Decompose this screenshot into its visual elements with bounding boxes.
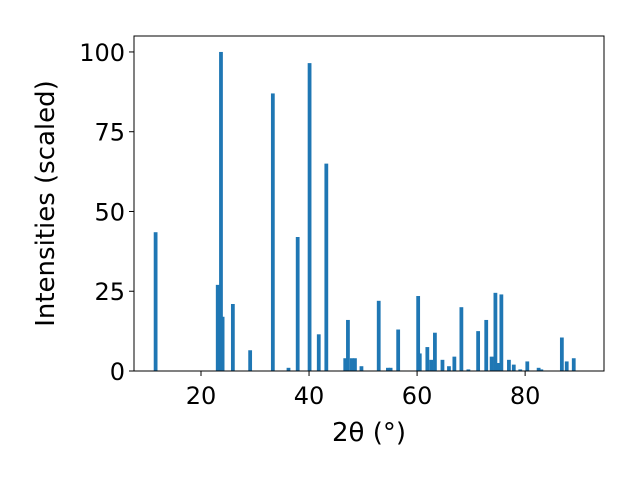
x-axis: 20 40 60 80 <box>186 371 541 410</box>
y-tick-label: 100 <box>79 39 125 67</box>
bar <box>215 284 220 371</box>
bar <box>484 319 489 371</box>
x-tick-label: 20 <box>186 382 217 410</box>
bar <box>230 304 235 371</box>
y-axis-title: Intensities (scaled) <box>31 80 61 327</box>
bar <box>536 367 541 371</box>
bar <box>459 307 464 371</box>
bar <box>452 356 457 371</box>
bar <box>396 329 401 371</box>
x-tick-label: 40 <box>294 382 325 410</box>
bar <box>476 331 481 371</box>
bar <box>496 363 501 371</box>
bar <box>466 369 471 371</box>
bar <box>416 296 421 371</box>
x-axis-title: 2θ (°) <box>332 418 406 448</box>
bar <box>493 292 498 371</box>
bar <box>376 300 381 371</box>
y-tick-label: 0 <box>110 358 125 386</box>
bar <box>307 63 312 372</box>
bar <box>286 367 291 371</box>
bar <box>248 350 253 371</box>
y-tick-label: 25 <box>94 278 125 306</box>
bar <box>353 358 357 371</box>
y-tick-label: 75 <box>94 119 125 147</box>
bar <box>564 361 569 371</box>
bar <box>295 237 300 371</box>
y-tick-label: 50 <box>94 198 125 226</box>
bar <box>346 319 350 371</box>
bar <box>153 232 158 371</box>
bar <box>429 359 434 371</box>
bar <box>359 366 364 371</box>
bar <box>433 332 437 371</box>
bar <box>270 93 275 372</box>
bar <box>324 163 329 371</box>
bar <box>525 361 530 371</box>
bar <box>440 359 445 371</box>
bar <box>220 316 225 371</box>
bar <box>219 51 223 371</box>
bar <box>316 334 321 371</box>
bar <box>507 359 511 371</box>
plot-frame <box>133 35 605 372</box>
bar <box>499 294 504 371</box>
bar <box>417 353 422 371</box>
bar <box>447 366 451 371</box>
bar <box>388 367 393 371</box>
x-tick-label: 80 <box>510 382 541 410</box>
bar <box>539 369 544 371</box>
bar <box>386 367 390 371</box>
bar <box>559 337 564 371</box>
bar <box>343 358 348 371</box>
bars-group <box>153 51 576 372</box>
y-axis: 0 25 50 75 100 <box>79 39 134 386</box>
x-tick-label: 60 <box>402 382 433 410</box>
bar <box>489 356 494 371</box>
bar <box>571 358 576 371</box>
bar <box>511 364 516 371</box>
bar <box>425 347 430 371</box>
bar <box>349 358 354 371</box>
bar <box>518 369 523 371</box>
